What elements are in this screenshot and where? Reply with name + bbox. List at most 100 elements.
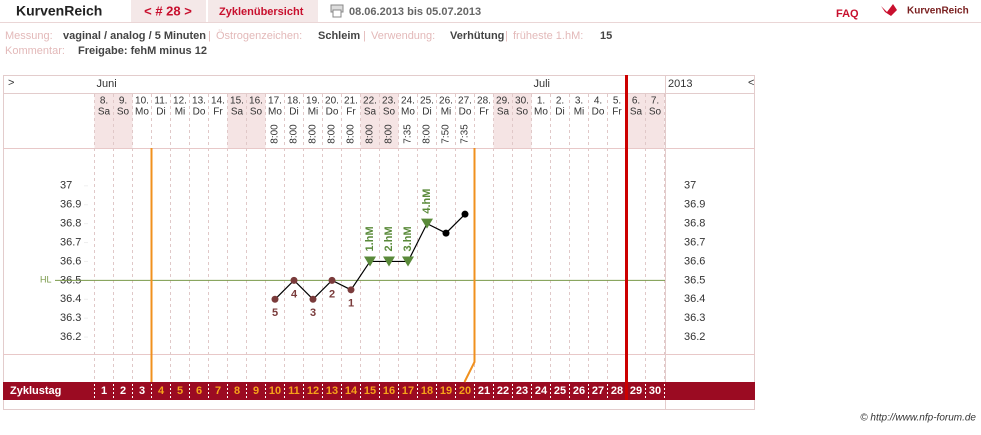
faq-link[interactable]: FAQ <box>836 8 859 20</box>
month-label: Juli <box>534 78 551 90</box>
weekday-label: Mo <box>401 107 415 118</box>
weekend-shade <box>94 94 114 148</box>
weekday-label: Do <box>459 107 472 118</box>
weekday-label: Fr <box>346 107 356 118</box>
nav-right[interactable]: < <box>748 77 754 89</box>
date-label: 4. <box>594 96 602 107</box>
weekend-shade <box>645 94 665 148</box>
weekday-label: Do <box>592 107 605 118</box>
time-label: 7:35 <box>403 124 414 144</box>
date-label: 25. <box>420 96 434 107</box>
low-label: 5 <box>272 307 278 319</box>
time-label: 8:00 <box>365 124 376 144</box>
cycle-day: 24 <box>535 385 548 397</box>
date-label: 23. <box>382 96 396 107</box>
point-triangle <box>383 256 395 267</box>
cycle-day: 11 <box>288 385 300 397</box>
cycle-day: 29 <box>630 385 642 397</box>
time-label: 7:50 <box>441 124 452 144</box>
weekend-shade <box>626 94 646 148</box>
weekday-label: Do <box>193 107 206 118</box>
cycle-nav-bg <box>131 0 206 22</box>
point <box>271 295 279 303</box>
y-tick-label: 36.8 <box>60 218 81 230</box>
date-label: 21. <box>344 96 358 107</box>
date-label: 12. <box>173 96 187 107</box>
y-tick-label-right: 36.5 <box>684 274 705 286</box>
y-tick-label: 36.6 <box>60 255 81 267</box>
weekday-label: Fr <box>213 107 223 118</box>
weekend-shade <box>246 94 266 148</box>
date-label: 26. <box>439 96 453 107</box>
time-label: 8:00 <box>346 124 357 144</box>
time-label: 8:00 <box>422 124 433 144</box>
date-label: 3. <box>575 96 583 107</box>
date-label: 1. <box>537 96 545 107</box>
cycle-day: 20 <box>459 385 471 397</box>
date-label: 14. <box>211 96 225 107</box>
date-label: 18. <box>287 96 301 107</box>
separator: | <box>363 30 366 42</box>
separator: | <box>505 30 508 42</box>
weekday-label: So <box>383 107 396 118</box>
overview-tab[interactable]: Zyklenübersicht <box>219 6 304 18</box>
high-label: 4.hM <box>421 189 433 214</box>
logo-text[interactable]: KurvenReich <box>907 6 969 17</box>
point <box>442 229 450 237</box>
comment: Freigabe: fehM minus 12 <box>78 45 207 57</box>
y-tick-label: 36.3 <box>60 312 81 324</box>
weekday-label: Mi <box>175 107 186 118</box>
weekday-label: So <box>117 107 130 118</box>
cycle-day: 5 <box>177 385 183 397</box>
date-label: 17. <box>268 96 282 107</box>
cycle-day: 4 <box>158 385 165 397</box>
cycle-day: 14 <box>345 385 358 397</box>
weekday-label: Sa <box>630 107 643 118</box>
high-label: 3.hM <box>402 226 414 251</box>
earliest: 15 <box>600 30 612 42</box>
high-label: 2.hM <box>383 226 395 251</box>
y-tick-label: 36.2 <box>60 331 81 343</box>
point-triangle <box>402 256 414 267</box>
year: 2013 <box>668 78 692 90</box>
print-icon[interactable] <box>330 4 344 18</box>
date-label: 8. <box>100 96 108 107</box>
month-label: Juni <box>97 78 117 90</box>
y-tick-label: 36.9 <box>60 199 81 211</box>
cycle-day: 27 <box>592 385 604 397</box>
cycle-day: 3 <box>139 385 145 397</box>
cycle-day: 18 <box>421 385 433 397</box>
high-label: 1.hM <box>364 226 376 251</box>
measurement: vaginal / analog / 5 Minuten <box>63 30 206 42</box>
cycle-day: 12 <box>307 385 319 397</box>
cycle-day: 16 <box>383 385 395 397</box>
date-label: 28. <box>477 96 491 107</box>
weekend-shade <box>512 94 532 148</box>
date-label: 10. <box>135 96 149 107</box>
time-label: 8:00 <box>270 124 281 144</box>
cycle-day: 8 <box>234 385 240 397</box>
weekday-label: Di <box>422 107 431 118</box>
date-range: 08.06.2013 bis 05.07.2013 <box>349 6 481 18</box>
cycle-day-label: Zyklustag <box>10 385 61 397</box>
fertile-end-line <box>463 148 476 383</box>
weekend-shade <box>379 94 399 148</box>
weekday-label: Mi <box>574 107 585 118</box>
date-label: 22. <box>363 96 377 107</box>
nav-left[interactable]: > <box>8 77 14 89</box>
date-label: 5. <box>613 96 621 107</box>
separator: | <box>208 30 211 42</box>
weekday-label: Sa <box>231 107 244 118</box>
usage-label: Verwendung: <box>371 30 435 42</box>
cycle-nav[interactable]: < # 28 > <box>144 3 192 18</box>
weekday-label: So <box>250 107 263 118</box>
y-tick-label-right: 36.6 <box>684 255 705 267</box>
weekday-label: Di <box>289 107 298 118</box>
date-label: 20. <box>325 96 339 107</box>
low-label: 1 <box>348 298 354 310</box>
date-label: 30. <box>515 96 529 107</box>
overview-tab-bg <box>208 0 318 22</box>
time-label: 7:35 <box>460 124 471 144</box>
time-label: 8:00 <box>384 124 395 144</box>
cycle-day: 15 <box>364 385 376 397</box>
